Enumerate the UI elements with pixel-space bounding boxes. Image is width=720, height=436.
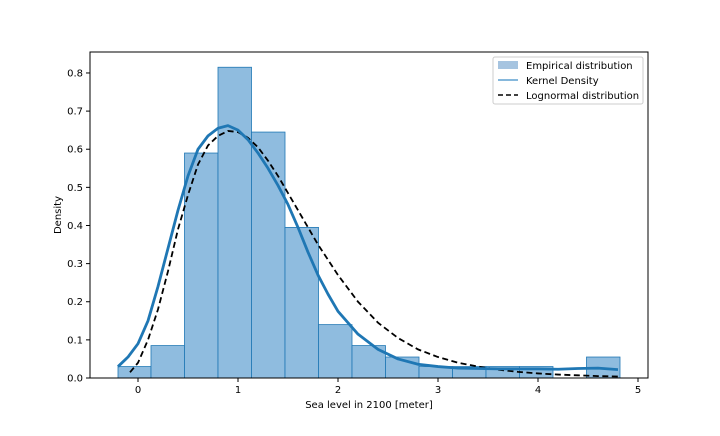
plot-frame	[89, 51, 649, 379]
y-tick-label: 0.6	[67, 145, 83, 156]
x-tick-label: 5	[635, 385, 641, 396]
y-tick-label: 0.5	[67, 183, 83, 194]
y-tick-label: 0.3	[67, 259, 83, 270]
x-tick-label: 2	[335, 385, 341, 396]
legend-label-lognormal: Lognormal distribution	[526, 91, 639, 102]
y-tick-label: 0.2	[67, 297, 83, 308]
x-tick-label: 3	[435, 385, 441, 396]
legend-swatch-empirical	[498, 61, 518, 69]
legend-label-kde: Kernel Density	[526, 76, 599, 87]
y-tick-label: 0.1	[67, 335, 83, 346]
y-tick-label: 0.8	[67, 68, 83, 79]
legend-box	[492, 56, 644, 105]
legend-label-empirical: Empirical distribution	[526, 61, 633, 72]
legend: Empirical distribution Kernel Density Lo…	[492, 56, 644, 105]
x-axis-label: Sea level in 2100 [meter]	[305, 400, 433, 411]
histogram-bar	[217, 66, 252, 379]
kernel-density-line	[117, 124, 619, 372]
y-tick-label: 0.4	[67, 221, 83, 232]
histogram-bar	[184, 152, 219, 379]
x-tick-label: 4	[535, 385, 541, 396]
histogram-bar	[318, 324, 353, 379]
y-tick-label: 0.0	[67, 374, 83, 385]
axes: 0 1 2 3 4 5 0.0 0.1 0.2 0.3 0.4 0.5 0.6 0.7 0.8	[67, 68, 641, 396]
x-tick-label: 1	[235, 385, 241, 396]
histogram-bar	[284, 226, 319, 379]
y-axis-label: Density	[53, 196, 64, 234]
y-tick-label: 0.7	[67, 107, 83, 118]
histogram-bar	[150, 345, 185, 379]
x-tick-label: 0	[135, 385, 141, 396]
plot-area	[117, 66, 621, 379]
